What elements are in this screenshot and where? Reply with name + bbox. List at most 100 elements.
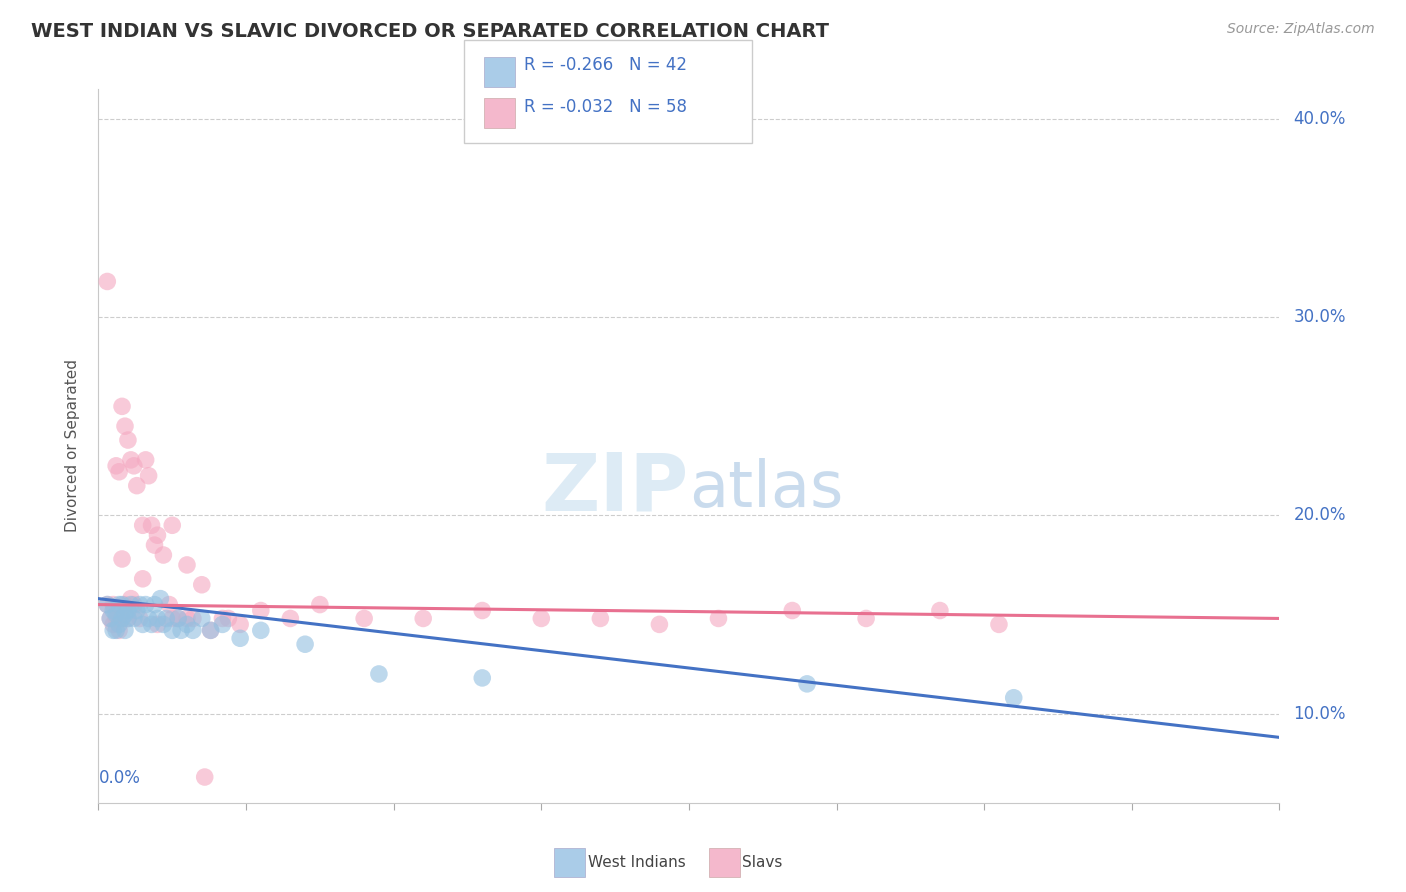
Point (471, 603, 494, 617)
Point (141, 518, 163, 533)
Point (176, 558, 198, 572)
Point (138, 468, 160, 483)
Point (103, 603, 125, 617)
Text: 40.0%: 40.0% (1294, 110, 1346, 128)
Text: Source: ZipAtlas.com: Source: ZipAtlas.com (1227, 22, 1375, 37)
Point (309, 598, 332, 612)
Point (128, 611, 150, 625)
Text: West Indians: West Indians (588, 855, 686, 870)
Point (98, 611, 121, 625)
Point (96, 598, 118, 612)
Point (855, 611, 877, 625)
Point (146, 611, 169, 625)
Point (132, 518, 155, 533)
Point (103, 617, 125, 632)
Point (111, 552, 134, 566)
Point (125, 478, 148, 492)
Text: R = -0.266   N = 42: R = -0.266 N = 42 (524, 56, 688, 74)
Point (111, 611, 134, 625)
Point (135, 598, 157, 612)
Point (103, 624, 125, 638)
Point (111, 598, 134, 612)
Point (200, 624, 222, 638)
Point (191, 611, 214, 625)
Point (782, 603, 804, 617)
Point (146, 528, 169, 542)
Text: Slavs: Slavs (742, 855, 783, 870)
Text: 30.0%: 30.0% (1294, 308, 1346, 326)
Point (108, 617, 131, 632)
Text: 20.0%: 20.0% (1294, 507, 1346, 524)
Point (122, 458, 145, 473)
Point (114, 607, 136, 622)
Point (194, 770, 217, 784)
Text: ZIP: ZIP (541, 450, 689, 528)
Point (707, 611, 730, 625)
Point (181, 624, 204, 638)
Point (211, 617, 233, 632)
Text: WEST INDIAN VS SLAVIC DIVORCED OR SEPARATED CORRELATION CHART: WEST INDIAN VS SLAVIC DIVORCED OR SEPARA… (31, 22, 830, 41)
Point (589, 611, 612, 625)
Point (929, 603, 952, 617)
Point (120, 591, 142, 606)
Point (111, 611, 134, 625)
Text: 0.0%: 0.0% (98, 769, 141, 788)
Point (141, 617, 163, 632)
Point (162, 518, 183, 533)
Point (135, 453, 157, 467)
Point (152, 617, 174, 632)
Text: R = -0.032   N = 58: R = -0.032 N = 58 (524, 98, 688, 116)
Point (149, 591, 172, 606)
Point (138, 611, 160, 625)
Point (105, 607, 128, 622)
Point (128, 598, 150, 612)
Point (250, 603, 273, 617)
Point (98, 611, 121, 625)
Point (111, 400, 134, 414)
Point (157, 598, 180, 612)
Point (294, 637, 316, 651)
Point (96, 598, 118, 612)
Point (530, 611, 553, 625)
Point (114, 598, 136, 612)
Point (120, 453, 142, 467)
Point (117, 603, 139, 617)
Point (170, 624, 193, 638)
Point (200, 624, 222, 638)
Point (122, 611, 145, 625)
Point (105, 458, 128, 473)
Point (181, 611, 204, 625)
Point (648, 617, 671, 632)
Point (132, 572, 155, 586)
Point (280, 611, 302, 625)
Point (96, 275, 118, 289)
Point (167, 611, 190, 625)
Point (1002, 690, 1025, 705)
Point (132, 617, 155, 632)
Point (146, 617, 169, 632)
Point (217, 611, 239, 625)
Point (114, 419, 136, 434)
Point (125, 603, 148, 617)
Point (988, 617, 1011, 632)
Point (229, 632, 252, 646)
Point (108, 624, 131, 638)
Point (412, 611, 434, 625)
Point (162, 624, 183, 638)
Point (120, 598, 142, 612)
Point (152, 548, 174, 562)
Point (114, 624, 136, 638)
Point (117, 611, 139, 625)
Point (162, 611, 183, 625)
Point (353, 611, 375, 625)
Point (176, 611, 198, 625)
Point (143, 538, 166, 552)
Point (796, 677, 818, 691)
Point (117, 611, 139, 625)
Text: atlas: atlas (689, 458, 844, 520)
Point (108, 598, 131, 612)
Point (105, 624, 128, 638)
Text: 10.0%: 10.0% (1294, 705, 1346, 723)
Point (229, 617, 252, 632)
Point (155, 611, 177, 625)
